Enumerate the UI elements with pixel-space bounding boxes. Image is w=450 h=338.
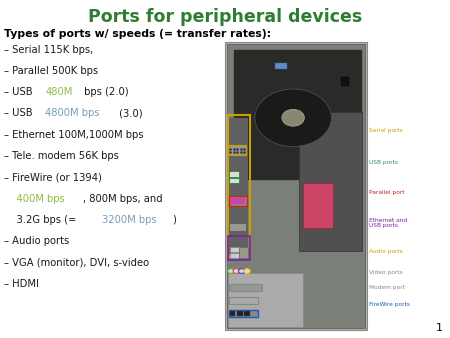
Text: Serial ports: Serial ports bbox=[369, 128, 403, 132]
Text: 1: 1 bbox=[436, 323, 443, 333]
Text: – FireWire (or 1394): – FireWire (or 1394) bbox=[4, 172, 103, 183]
Text: , 800M bps, and: , 800M bps, and bbox=[83, 194, 162, 204]
Text: Audio ports: Audio ports bbox=[369, 249, 403, 254]
Text: – Parallel 500K bps: – Parallel 500K bps bbox=[4, 66, 99, 76]
Text: 4800M bps: 4800M bps bbox=[45, 108, 100, 119]
Text: Parallel port: Parallel port bbox=[369, 190, 405, 195]
Bar bbox=[234, 50, 362, 180]
Text: – Ethernet 100M,1000M bps: – Ethernet 100M,1000M bps bbox=[4, 130, 144, 140]
Circle shape bbox=[255, 89, 331, 146]
Text: ): ) bbox=[172, 215, 176, 225]
Circle shape bbox=[228, 269, 234, 273]
Text: 400M bps: 400M bps bbox=[4, 194, 65, 204]
Bar bbox=[229, 310, 258, 317]
Bar bbox=[227, 44, 364, 328]
Text: Ethernet and
USB ports: Ethernet and USB ports bbox=[369, 218, 407, 228]
Bar bbox=[275, 64, 287, 70]
Text: USB ports: USB ports bbox=[369, 160, 398, 165]
Bar bbox=[237, 311, 243, 316]
Text: – USB: – USB bbox=[4, 87, 36, 97]
Bar bbox=[230, 253, 238, 258]
Circle shape bbox=[238, 269, 245, 273]
Bar bbox=[229, 118, 248, 254]
Text: – Serial 115K bps,: – Serial 115K bps, bbox=[4, 45, 94, 55]
Text: 3.2G bps (=: 3.2G bps (= bbox=[4, 215, 80, 225]
Text: Types of ports w/ speeds (= transfer rates):: Types of ports w/ speeds (= transfer rat… bbox=[4, 29, 272, 39]
Bar bbox=[230, 198, 245, 204]
Bar bbox=[229, 171, 239, 177]
Bar bbox=[244, 311, 250, 316]
Bar bbox=[239, 247, 248, 258]
Bar bbox=[229, 297, 258, 304]
Text: bps (2.0): bps (2.0) bbox=[81, 87, 128, 97]
Text: Modem port: Modem port bbox=[369, 286, 405, 290]
Text: – USB: – USB bbox=[4, 108, 36, 119]
Bar bbox=[228, 115, 250, 257]
Text: Video ports: Video ports bbox=[369, 270, 403, 274]
Circle shape bbox=[244, 269, 250, 273]
Text: FireWire ports: FireWire ports bbox=[369, 302, 410, 307]
Bar bbox=[299, 112, 362, 251]
Text: – VGA (monitor), DVI, s-video: – VGA (monitor), DVI, s-video bbox=[4, 258, 149, 268]
Bar bbox=[228, 273, 303, 327]
Text: – Audio ports: – Audio ports bbox=[4, 236, 70, 246]
Bar bbox=[229, 145, 246, 155]
Bar bbox=[303, 183, 333, 228]
Text: Ports for peripheral devices: Ports for peripheral devices bbox=[88, 8, 362, 26]
Bar bbox=[228, 236, 250, 260]
Circle shape bbox=[233, 269, 239, 273]
Bar bbox=[229, 196, 247, 206]
Bar bbox=[229, 222, 246, 231]
Bar bbox=[225, 42, 367, 330]
Text: – Tele. modem 56K bps: – Tele. modem 56K bps bbox=[4, 151, 119, 161]
Text: – HDMI: – HDMI bbox=[4, 279, 40, 289]
Text: 480M: 480M bbox=[45, 87, 73, 97]
Bar bbox=[230, 247, 238, 252]
Text: 3200M bps: 3200M bps bbox=[102, 215, 157, 225]
Bar bbox=[229, 178, 239, 183]
Circle shape bbox=[282, 109, 304, 126]
Bar bbox=[229, 284, 262, 291]
Bar bbox=[340, 76, 350, 87]
Text: (3.0): (3.0) bbox=[116, 108, 142, 119]
Bar bbox=[230, 311, 235, 316]
